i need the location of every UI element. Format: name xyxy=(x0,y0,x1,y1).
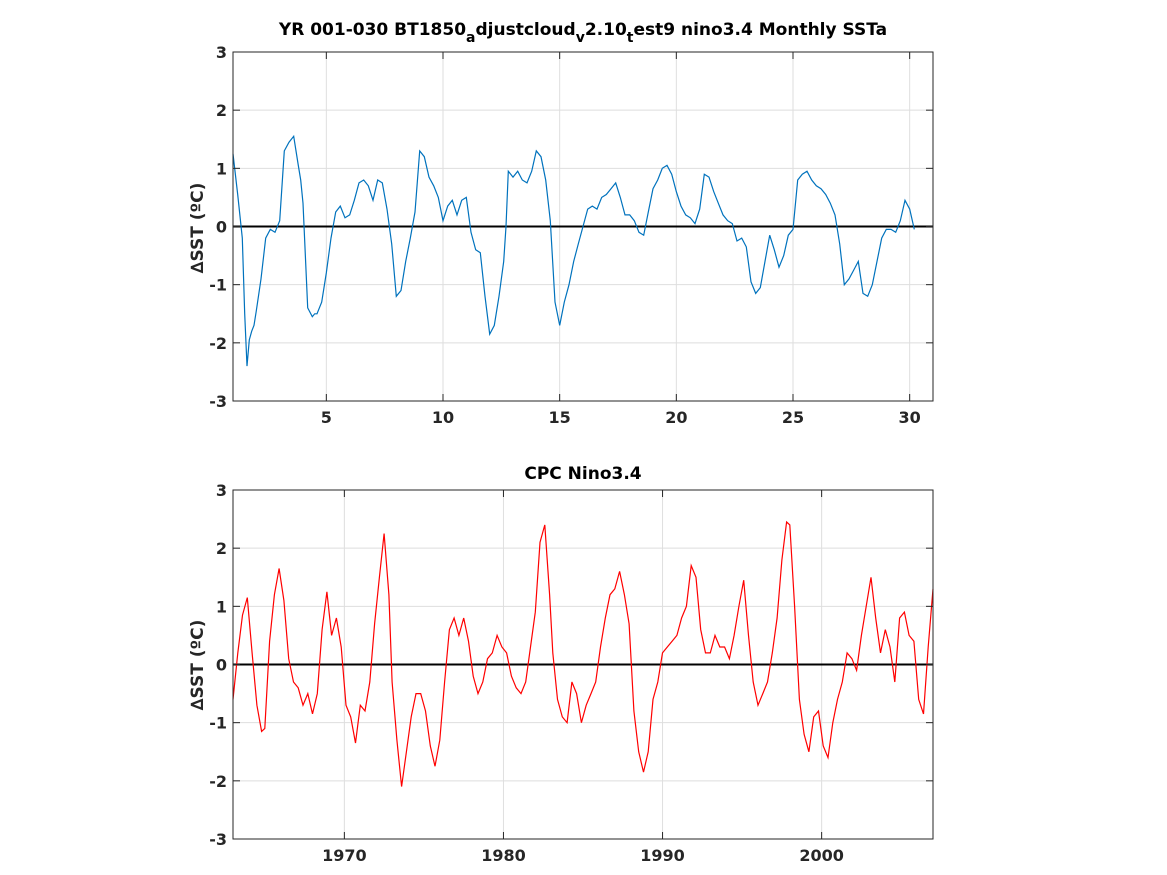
model-x-tick-label-5: 5 xyxy=(321,408,332,427)
cpc-x-tick-label-1980: 1980 xyxy=(481,846,526,865)
model-chart-title: YR 001-030 BT1850adjustcloudv2.10test9 n… xyxy=(278,20,887,46)
model-x-tick-labels: 5 10 15 20 25 30 xyxy=(321,408,921,427)
model-title-part-1: a xyxy=(466,30,475,46)
model-tick-marks xyxy=(233,51,933,402)
cpc-y-tick-label-0: 0 xyxy=(216,656,227,675)
model-y-tick-label--2: -2 xyxy=(209,334,227,353)
model-x-tick-label-30: 30 xyxy=(899,408,921,427)
cpc-chart-title: CPC Nino3.4 xyxy=(524,464,641,484)
cpc-y-axis-label: ∆SST (ºC) xyxy=(188,620,208,711)
cpc-y-tick-label--2: -2 xyxy=(209,772,227,791)
model-title-part-6: est9 nino3.4 Monthly SSTa xyxy=(633,20,887,40)
cpc-y-tick-label--3: -3 xyxy=(209,830,227,849)
cpc-x-tick-label-1970: 1970 xyxy=(322,846,367,865)
model-x-tick-label-25: 25 xyxy=(782,408,804,427)
model-y-tick-label-1: 1 xyxy=(216,159,227,178)
model-sst-panel: -3 -2 -1 0 1 2 3 5 10 15 20 25 30 YR 001-030 BT1850… xyxy=(188,20,934,427)
model-title-part-5: t xyxy=(627,30,634,46)
model-y-tick-label-0: 0 xyxy=(216,218,227,237)
cpc-y-tick-labels: -3 -2 -1 0 1 2 3 xyxy=(209,481,227,849)
cpc-x-tick-label-1990: 1990 xyxy=(640,846,685,865)
model-title-part-0: YR 001-030 BT1850 xyxy=(278,20,466,40)
cpc-nino34-series-line xyxy=(232,520,934,787)
cpc-y-tick-label-3: 3 xyxy=(216,481,227,500)
cpc-x-tick-labels: 1970 1980 1990 2000 xyxy=(322,846,844,865)
model-nino34-series-line xyxy=(232,134,915,367)
cpc-y-tick-label--1: -1 xyxy=(209,714,227,733)
model-y-axis-label: ∆SST (ºC) xyxy=(188,183,208,274)
model-y-tick-label--1: -1 xyxy=(209,276,227,295)
model-x-tick-label-10: 10 xyxy=(432,408,454,427)
model-title-part-4: 2.10 xyxy=(585,20,627,40)
cpc-y-tick-label-2: 2 xyxy=(216,539,227,558)
model-y-tick-labels: -3 -2 -1 0 1 2 3 xyxy=(209,43,227,411)
cpc-y-tick-label-1: 1 xyxy=(216,597,227,616)
model-title-part-3: v xyxy=(576,30,585,46)
cpc-tick-marks xyxy=(233,489,933,840)
model-x-tick-label-15: 15 xyxy=(549,408,571,427)
model-y-tick-label-2: 2 xyxy=(216,101,227,120)
model-y-tick-label--3: -3 xyxy=(209,392,227,411)
cpc-x-tick-label-2000: 2000 xyxy=(799,846,844,865)
model-x-tick-label-20: 20 xyxy=(665,408,687,427)
model-title-part-2: djustcloud xyxy=(475,20,575,40)
model-y-tick-label-3: 3 xyxy=(216,43,227,62)
